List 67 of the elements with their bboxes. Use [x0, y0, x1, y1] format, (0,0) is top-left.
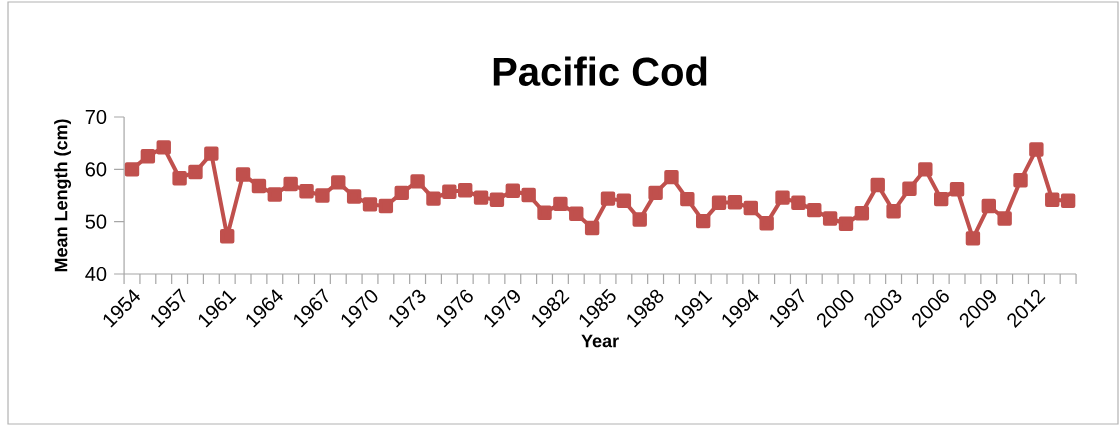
- point: [394, 185, 409, 201]
- point: [521, 187, 536, 203]
- point: [775, 190, 790, 205]
- point: [680, 191, 695, 207]
- y-tick-label: 40: [85, 266, 107, 282]
- point: [188, 164, 203, 180]
- point: [426, 191, 441, 206]
- point: [933, 191, 949, 207]
- point: [822, 211, 838, 226]
- point: [267, 187, 282, 202]
- y-tick-label: 70: [85, 109, 107, 125]
- point: [204, 146, 219, 161]
- y-axis-title: Mean Length (cm): [54, 119, 72, 272]
- point: [584, 220, 600, 236]
- point: [473, 190, 489, 205]
- point: [156, 140, 171, 155]
- point: [124, 162, 140, 177]
- point: [1045, 192, 1060, 207]
- point: [235, 167, 251, 182]
- point: [489, 192, 505, 207]
- point: [283, 176, 298, 192]
- point: [727, 195, 743, 210]
- point: [981, 198, 996, 214]
- point: [664, 169, 679, 185]
- point: [1029, 142, 1044, 157]
- point: [711, 195, 727, 211]
- x-axis-title: Year: [581, 334, 619, 348]
- point: [997, 211, 1012, 226]
- point: [807, 202, 822, 218]
- point: [632, 212, 647, 227]
- point: [949, 182, 965, 197]
- point: [759, 216, 774, 231]
- point: [870, 177, 885, 193]
- point: [458, 183, 473, 198]
- point: [172, 171, 187, 186]
- point: [505, 183, 520, 198]
- chart-title: Pacific Cod: [493, 56, 707, 86]
- point: [1060, 193, 1076, 208]
- point: [1013, 173, 1028, 188]
- point: [251, 178, 267, 194]
- point: [331, 175, 346, 190]
- point: [791, 195, 806, 211]
- point: [299, 184, 314, 199]
- point: [616, 193, 632, 208]
- point: [553, 196, 568, 212]
- point: [743, 200, 758, 216]
- point: [315, 188, 330, 203]
- point: [965, 231, 981, 246]
- point: [648, 185, 663, 201]
- point: [378, 198, 394, 214]
- point: [854, 206, 870, 221]
- point: [410, 174, 425, 189]
- y-tick-label: 50: [85, 214, 107, 229]
- point: [838, 216, 854, 231]
- point: [918, 162, 933, 177]
- point: [902, 181, 917, 196]
- point: [362, 197, 378, 212]
- point: [695, 213, 711, 229]
- point: [569, 206, 584, 222]
- y-tick-label: 60: [85, 162, 107, 177]
- point: [600, 191, 616, 206]
- point: [220, 229, 235, 244]
- point: [886, 203, 901, 219]
- point: [537, 205, 552, 220]
- point: [346, 189, 362, 204]
- point: [442, 184, 457, 200]
- point: [140, 149, 156, 164]
